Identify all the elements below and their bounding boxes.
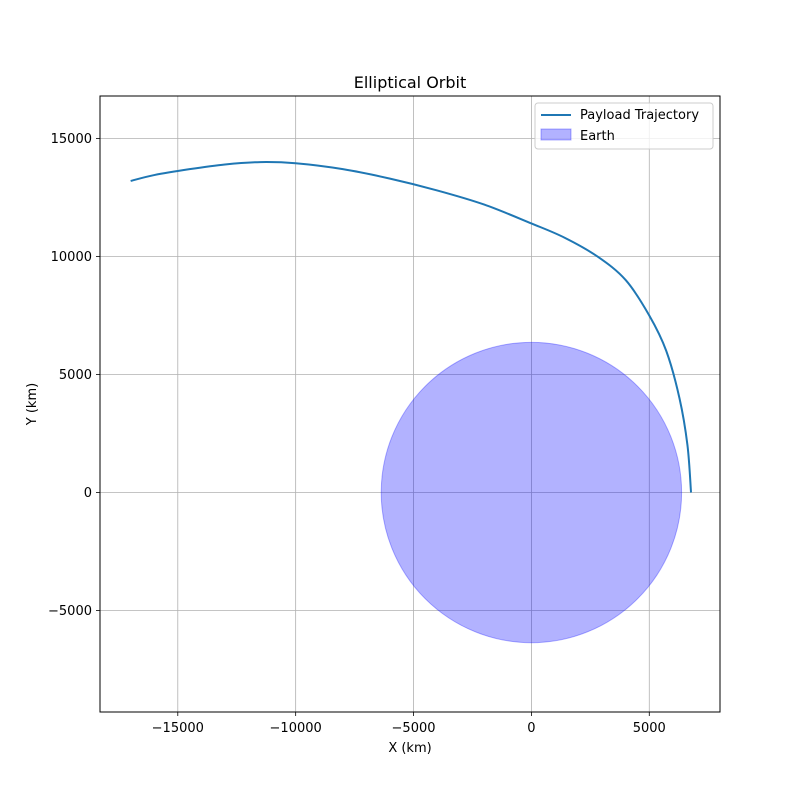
x-tick-label: 0: [527, 721, 535, 736]
y-tick-label: 10000: [51, 250, 92, 265]
x-tick-label: 5000: [633, 721, 666, 736]
y-tick-label: −5000: [48, 604, 92, 619]
y-axis-label: Y (km): [25, 383, 40, 426]
y-tick-label: 5000: [59, 368, 92, 383]
legend-earth-label: Earth: [580, 129, 615, 144]
y-axis-ticks: −5000 0 5000 10000 15000: [48, 132, 100, 619]
axes-frame: [99, 95, 721, 713]
y-tick-label: 0: [84, 486, 92, 501]
x-tick-label: −5000: [392, 721, 436, 736]
x-axis-ticks: −15000 −10000 −5000 0 5000: [152, 712, 666, 736]
payload-trajectory-line: [130, 161, 693, 493]
earth-circle: [380, 341, 683, 644]
plot-data-area: [130, 161, 693, 644]
legend: Payload Trajectory Earth: [534, 102, 714, 150]
legend-trajectory-label: Payload Trajectory: [580, 108, 699, 123]
y-tick-label: 15000: [51, 132, 92, 147]
x-axis-label: X (km): [388, 741, 431, 756]
chart-title: Elliptical Orbit: [354, 73, 467, 92]
legend-box: [534, 102, 714, 150]
x-tick-label: −10000: [270, 721, 322, 736]
x-tick-label: −15000: [152, 721, 204, 736]
legend-earth-swatch: [540, 128, 572, 141]
